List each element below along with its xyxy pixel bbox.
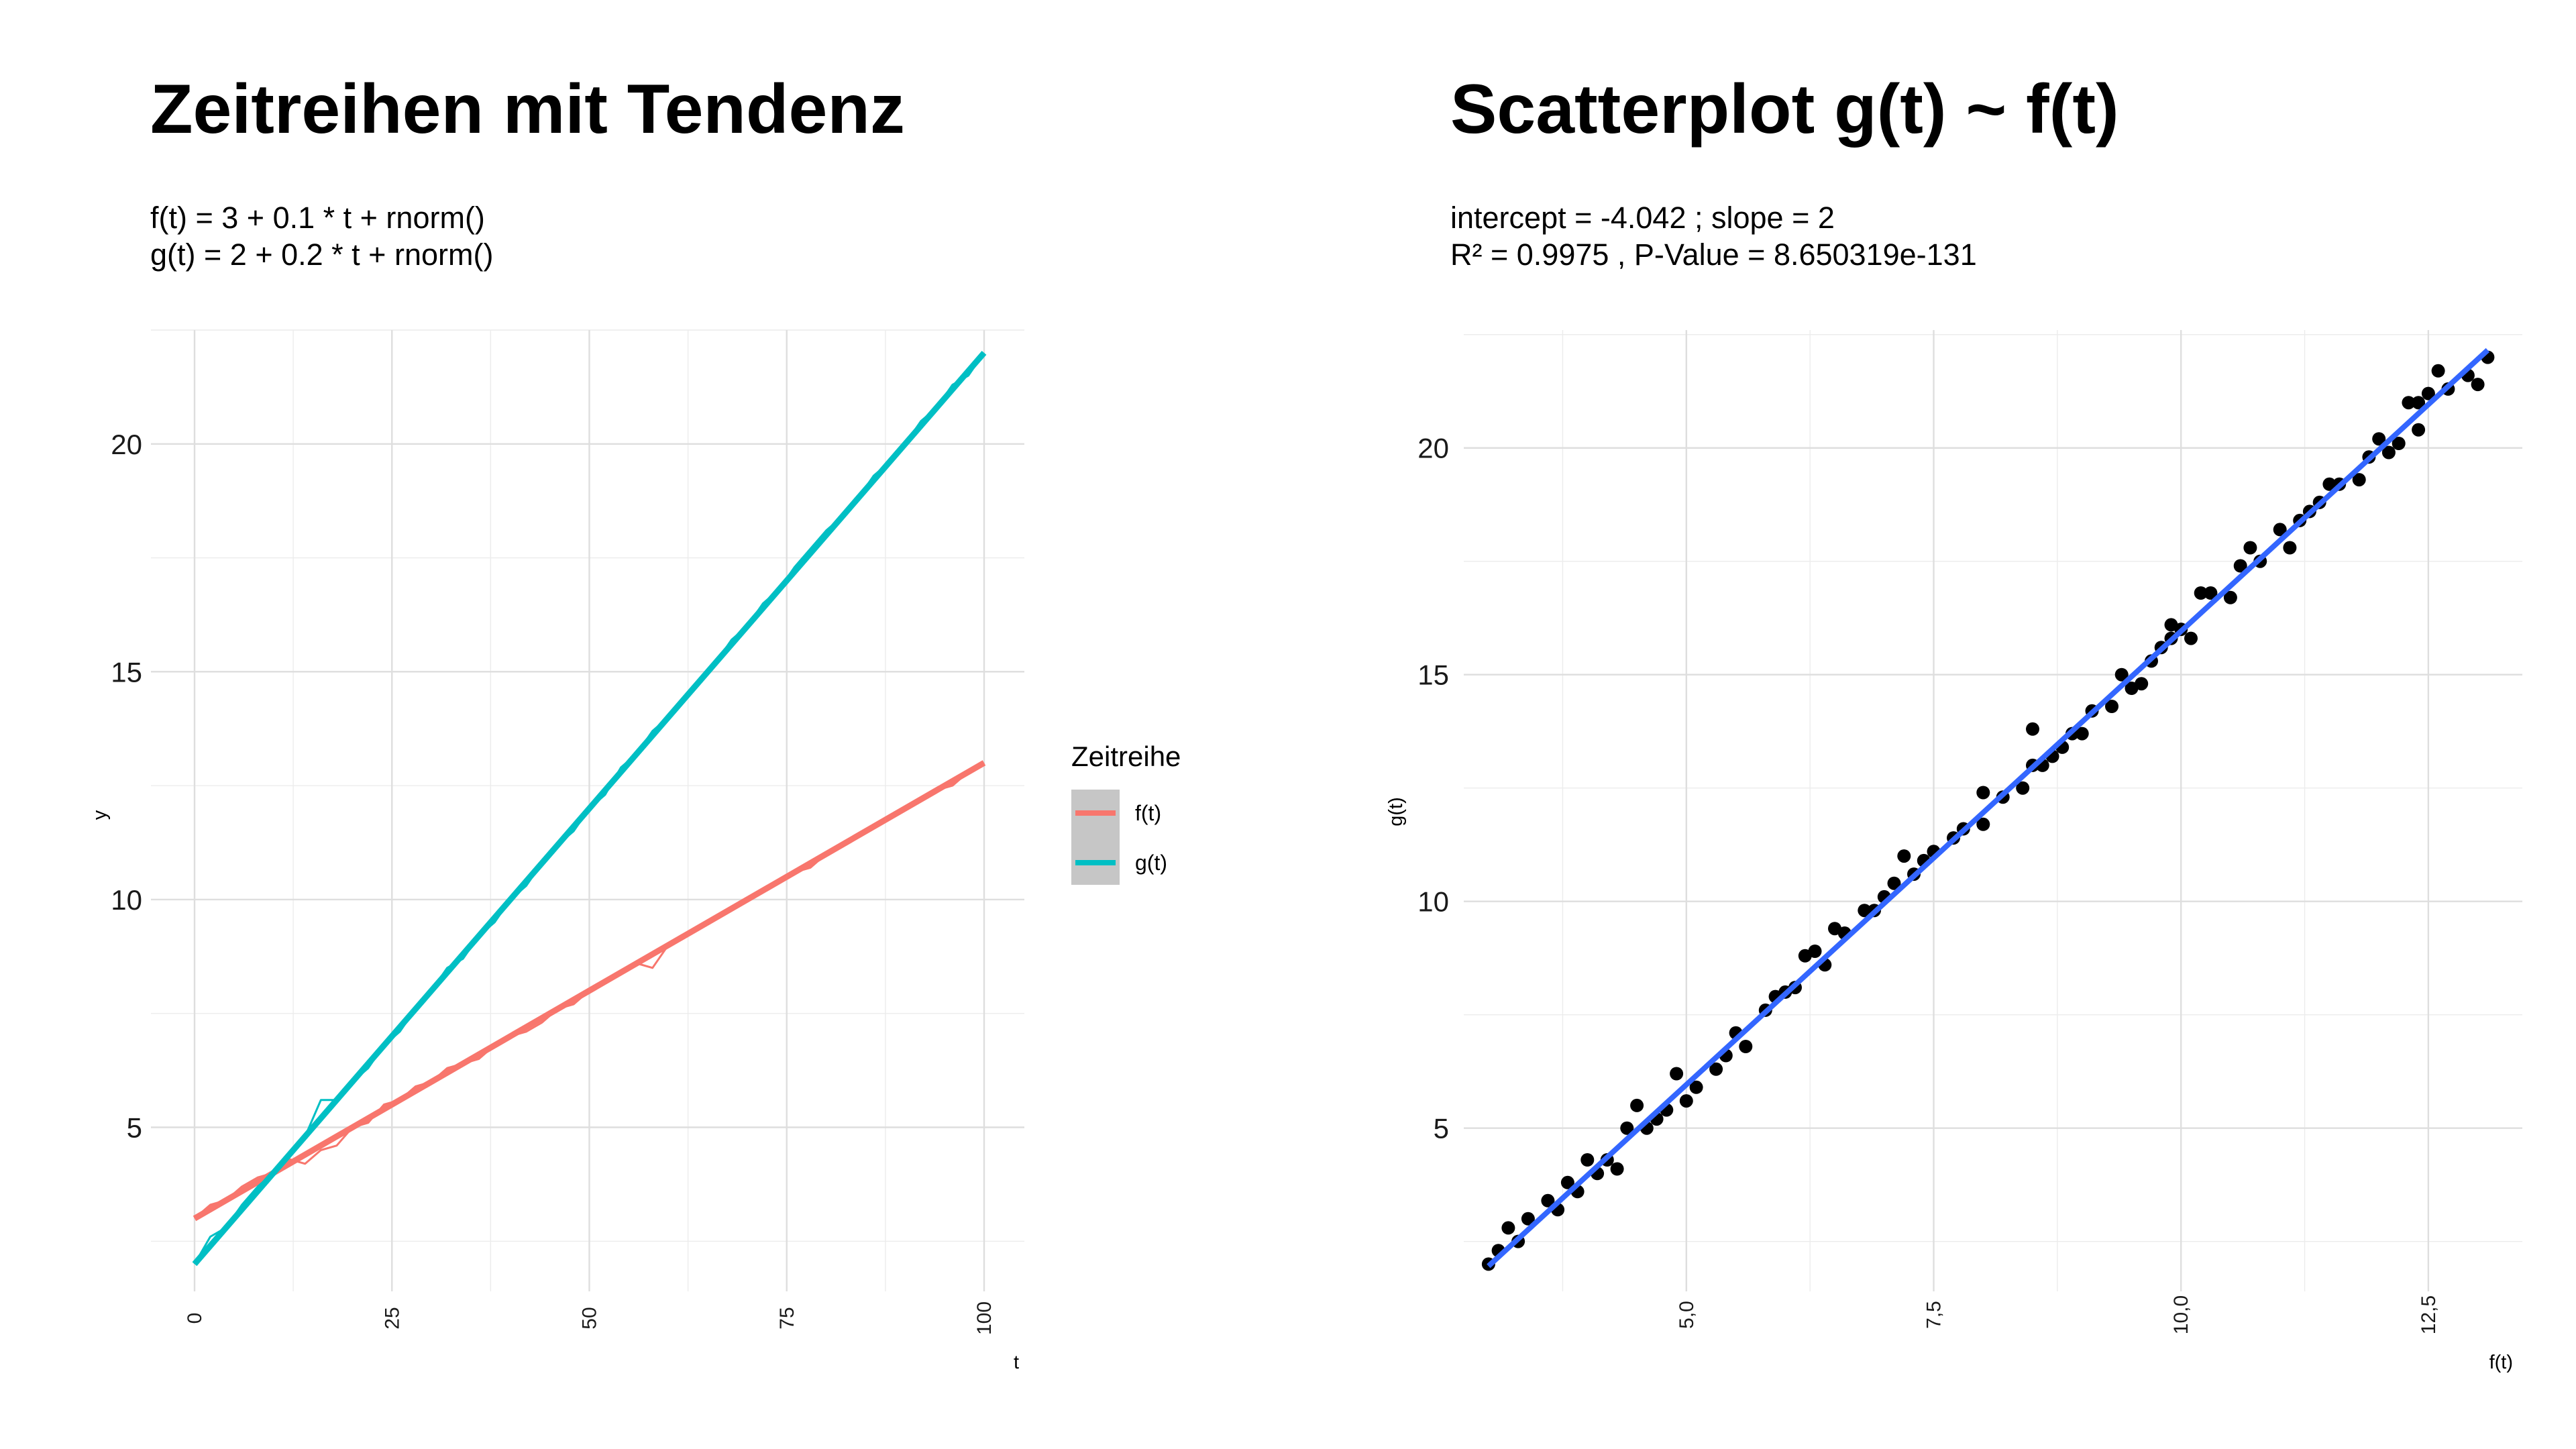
left-y-tick-label: 5: [127, 1112, 142, 1144]
left-y-tick-label: 10: [111, 884, 142, 916]
right-x-ticks: 5,0 7,5 10,0 12,5: [1676, 1295, 2440, 1334]
scatter-point: [2431, 364, 2445, 378]
scatter-point: [1858, 904, 1872, 918]
scatter-point: [1501, 1221, 1515, 1235]
scatter-point: [2204, 586, 2218, 600]
scatter-point: [2243, 541, 2257, 555]
left-x-ticks: 0 25 50 75 100: [184, 1301, 996, 1335]
scatter-point: [1521, 1212, 1535, 1226]
scatter-point: [1560, 1175, 1574, 1189]
legend: Zeitreihe f(t) g(t): [1071, 741, 1181, 885]
scatter-point: [2184, 631, 2198, 645]
scatter-point: [1610, 1162, 1624, 1176]
left-grid: [151, 329, 1024, 1291]
scatter-point: [1630, 1098, 1644, 1112]
left-x-tick-label: 0: [184, 1313, 206, 1324]
scatter-point: [1679, 1094, 1693, 1108]
scatter-point: [2402, 396, 2416, 410]
right-y-tick-label: 15: [1417, 659, 1449, 691]
scatter-point: [2352, 473, 2366, 487]
left-y-tick-label: 15: [111, 656, 142, 688]
scatter-point: [1976, 817, 1990, 831]
scatter-point: [2283, 541, 2297, 555]
scatter-point: [2016, 781, 2030, 795]
right-chart-title: Scatterplot g(t) ~ f(t): [1450, 70, 2119, 148]
legend-key-background: [1071, 790, 1120, 885]
right-x-tick-label: 7,5: [1923, 1301, 1945, 1329]
right-x-tick-label: 12,5: [2418, 1295, 2440, 1334]
scatter-point: [2322, 477, 2337, 491]
left-chart-subtitle-line-1: f(t) = 3 + 0.1 * t + rnorm(): [150, 201, 485, 235]
right-y-tick-label: 20: [1417, 433, 1449, 464]
scatter-point: [2273, 523, 2287, 537]
time-series-panel: Zeitreihen mit Tendenz f(t) = 3 + 0.1 * …: [89, 70, 1181, 1373]
scatter-point: [1887, 876, 1901, 890]
left-x-tick-label: 100: [973, 1301, 996, 1335]
right-x-axis-label: f(t): [2489, 1352, 2513, 1373]
scatter-point: [1670, 1067, 1684, 1081]
left-chart-title: Zeitreihen mit Tendenz: [150, 70, 905, 148]
legend-label-f: f(t): [1135, 801, 1161, 825]
regression-line: [1487, 347, 2490, 1269]
right-y-tick-label: 10: [1417, 886, 1449, 918]
left-x-tick-label: 75: [776, 1307, 798, 1329]
trend-line-0: [193, 760, 986, 1222]
scatter-point: [1739, 1040, 1753, 1053]
scatter-point: [1808, 945, 1822, 958]
scatter-point: [1580, 1153, 1595, 1167]
scatter-point: [2372, 432, 2386, 446]
right-grid: [1464, 330, 2522, 1291]
left-series: [192, 351, 987, 1267]
right-x-tick-label: 5,0: [1676, 1301, 1698, 1329]
scatter-point: [2412, 396, 2426, 410]
scatter-point: [1620, 1121, 1634, 1135]
scatter-point: [1541, 1193, 1555, 1208]
trend-line-1: [192, 351, 987, 1267]
right-y-tick-label: 5: [1434, 1113, 1449, 1144]
scatter-point: [2075, 727, 2089, 741]
left-x-tick-label: 25: [381, 1307, 403, 1329]
scatter-point: [1689, 1080, 1703, 1094]
scatter-point: [2223, 590, 2237, 604]
scatter-point: [2392, 437, 2406, 450]
scatter-point: [2026, 722, 2039, 736]
legend-title: Zeitreihe: [1071, 741, 1181, 772]
right-x-tick-label: 10,0: [2170, 1295, 2192, 1334]
left-y-ticks: 5 10 15 20: [111, 429, 142, 1144]
right-chart-subtitle-line-1: intercept = -4.042 ; slope = 2: [1450, 201, 1835, 235]
scatter-point: [2381, 445, 2396, 460]
left-y-tick-label: 20: [111, 429, 142, 460]
legend-label-g: g(t): [1135, 851, 1167, 875]
scatter-point: [2471, 378, 2485, 392]
scatter-point: [2412, 423, 2426, 437]
right-y-axis-label: g(t): [1385, 797, 1407, 826]
right-points: [1481, 350, 2495, 1271]
scatter-point: [2421, 386, 2435, 400]
right-chart-subtitle-line-2: R² = 0.9975 , P-Value = 8.650319e-131: [1450, 237, 1977, 272]
scatter-point: [1709, 1062, 1723, 1076]
scatter-point: [1897, 849, 1911, 863]
right-y-ticks: 5 10 15 20: [1417, 433, 1449, 1144]
scatter-point: [2194, 586, 2208, 600]
scatter-panel: Scatterplot g(t) ~ f(t) intercept = -4.0…: [1385, 70, 2522, 1373]
scatter-point: [2135, 677, 2149, 691]
left-x-tick-label: 50: [579, 1307, 601, 1329]
left-x-axis-label: t: [1014, 1352, 1019, 1373]
left-y-axis-label: y: [89, 810, 111, 820]
left-chart-subtitle-line-2: g(t) = 2 + 0.2 * t + rnorm(): [150, 237, 493, 272]
scatter-point: [2114, 667, 2129, 682]
scatter-point: [2233, 559, 2247, 573]
scatter-point: [1976, 786, 1990, 800]
right-fit: [1487, 347, 2490, 1269]
scatter-point: [2105, 700, 2118, 713]
